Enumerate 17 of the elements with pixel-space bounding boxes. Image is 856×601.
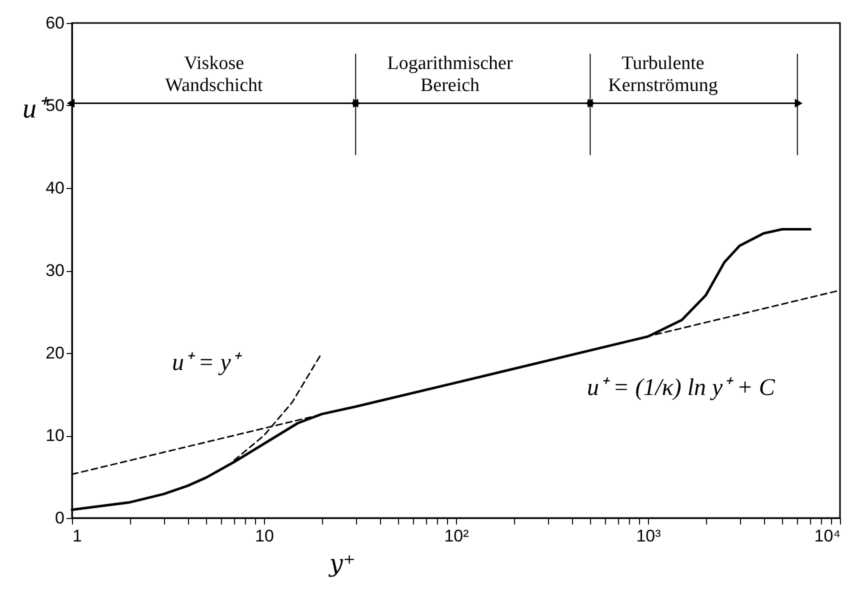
y-tick-label: 30 <box>46 261 64 280</box>
x-tick-label: 10⁴ <box>814 526 840 546</box>
annotation: u⁺ = y⁺ <box>172 350 242 376</box>
x-tick-label: 1 <box>72 526 82 546</box>
annotation: Viskose Wandschicht <box>165 53 264 96</box>
y-tick-label: 0 <box>55 508 64 528</box>
annotation: Logarithmischer Bereich <box>387 53 514 96</box>
x-tick-label: 10² <box>444 526 470 546</box>
y-tick-label: 10 <box>46 426 64 445</box>
y-tick-label: 40 <box>46 178 64 198</box>
x-tick-label: 10³ <box>636 526 662 546</box>
annotation: Turbulente Kernströmung <box>608 53 718 96</box>
x-tick-label: 10 <box>255 526 274 546</box>
x-axis-title: y⁺ <box>328 550 356 578</box>
annotation: u⁺ = (1/κ) ln y⁺ + C <box>587 375 776 401</box>
y-tick-label: 20 <box>46 344 64 362</box>
y-tick-label: 60 <box>46 14 64 32</box>
